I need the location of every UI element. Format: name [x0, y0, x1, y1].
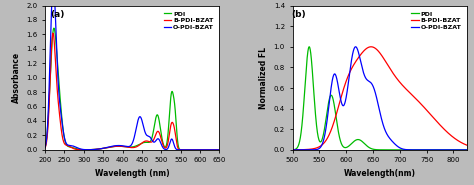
Y-axis label: Absorbance: Absorbance	[11, 52, 20, 103]
PDI	[213, 149, 219, 151]
Legend: PDI, B-PDI-BZAT, O-PDI-BZAT: PDI, B-PDI-BZAT, O-PDI-BZAT	[161, 9, 216, 32]
B-PDI-BZAT	[62, 143, 68, 145]
PDI	[51, 27, 57, 29]
PDI	[310, 72, 315, 74]
O-PDI-BZAT	[310, 149, 315, 151]
B-PDI-BZAT	[461, 143, 466, 145]
B-PDI-BZAT	[73, 148, 78, 150]
B-PDI-BZAT	[109, 146, 115, 148]
PDI	[320, 136, 326, 138]
PDI	[194, 149, 200, 151]
PDI	[461, 149, 466, 151]
O-PDI-BZAT	[464, 149, 470, 151]
O-PDI-BZAT	[356, 55, 362, 58]
PDI	[464, 149, 470, 151]
B-PDI-BZAT	[356, 55, 362, 57]
PDI	[62, 140, 68, 142]
PDI	[217, 149, 222, 151]
O-PDI-BZAT	[320, 142, 326, 144]
X-axis label: Wavelength (nm): Wavelength (nm)	[95, 169, 170, 178]
PDI	[73, 147, 78, 149]
PDI	[290, 149, 295, 151]
B-PDI-BZAT	[442, 129, 447, 131]
Line: O-PDI-BZAT: O-PDI-BZAT	[292, 47, 467, 150]
B-PDI-BZAT	[117, 145, 122, 147]
B-PDI-BZAT	[213, 149, 219, 151]
O-PDI-BZAT	[42, 146, 48, 149]
B-PDI-BZAT	[42, 147, 48, 149]
Line: PDI: PDI	[45, 28, 219, 150]
O-PDI-BZAT	[217, 149, 222, 151]
Legend: PDI, B-PDI-BZAT, O-PDI-BZAT: PDI, B-PDI-BZAT, O-PDI-BZAT	[409, 9, 464, 32]
B-PDI-BZAT	[217, 149, 222, 151]
PDI	[356, 139, 362, 141]
PDI	[442, 149, 447, 151]
B-PDI-BZAT	[194, 149, 200, 151]
PDI	[42, 146, 48, 148]
PDI	[306, 46, 312, 48]
B-PDI-BZAT	[310, 148, 315, 150]
Line: B-PDI-BZAT: B-PDI-BZAT	[292, 47, 467, 150]
B-PDI-BZAT	[464, 144, 470, 146]
O-PDI-BZAT	[290, 149, 295, 151]
Line: PDI: PDI	[292, 47, 467, 150]
Text: (a): (a)	[50, 10, 64, 19]
B-PDI-BZAT	[320, 143, 326, 145]
Line: B-PDI-BZAT: B-PDI-BZAT	[45, 33, 219, 150]
PDI	[117, 145, 122, 147]
O-PDI-BZAT	[442, 149, 447, 151]
O-PDI-BZAT	[194, 149, 200, 151]
Y-axis label: Normalized FL: Normalized FL	[259, 47, 268, 109]
O-PDI-BZAT	[213, 149, 219, 151]
Text: (b): (b)	[291, 10, 305, 19]
O-PDI-BZAT	[109, 145, 115, 147]
B-PDI-BZAT	[290, 149, 295, 151]
O-PDI-BZAT	[73, 146, 78, 148]
B-PDI-BZAT	[364, 47, 370, 49]
O-PDI-BZAT	[353, 46, 358, 48]
PDI	[364, 145, 370, 147]
B-PDI-BZAT	[368, 46, 374, 48]
PDI	[109, 146, 115, 148]
X-axis label: Wavelength(nm): Wavelength(nm)	[344, 169, 416, 178]
O-PDI-BZAT	[117, 144, 122, 147]
Line: O-PDI-BZAT: O-PDI-BZAT	[45, 0, 219, 150]
O-PDI-BZAT	[461, 149, 466, 151]
O-PDI-BZAT	[62, 139, 68, 141]
B-PDI-BZAT	[50, 32, 56, 34]
O-PDI-BZAT	[364, 79, 370, 81]
